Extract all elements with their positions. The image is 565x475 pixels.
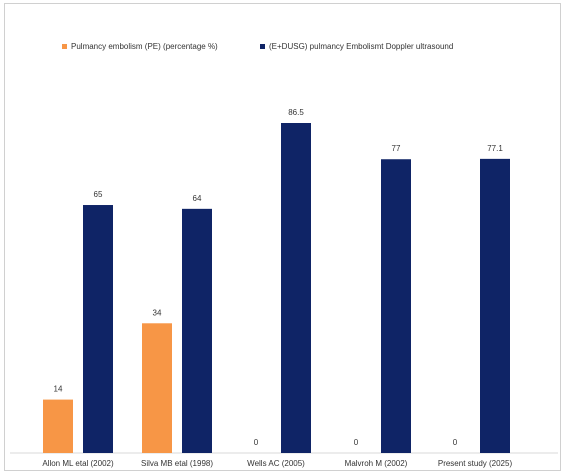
legend-swatch-pe	[62, 44, 67, 49]
value-label-series1-4: 0	[354, 438, 359, 447]
legend: Pulmancy embolism (PE) (percentage %) (E…	[62, 42, 453, 51]
value-label-series2-5: 77.1	[487, 144, 503, 153]
bar-series1-1	[43, 399, 73, 453]
bar-series2-1	[83, 205, 113, 453]
category-label-2: Silva MB etal (1998)	[141, 459, 213, 468]
value-label-series2-3: 86.5	[288, 108, 304, 117]
category-labels-group: Allon ML etal (2002) Silva MB etal (1998)…	[42, 459, 512, 468]
bars-group	[43, 123, 510, 453]
value-label-series1-2: 34	[153, 308, 162, 317]
category-label-3: Wells AC (2005)	[247, 459, 305, 468]
legend-label-dusg: (E+DUSG) pulmancy Embolismt Doppler ultr…	[269, 42, 453, 51]
legend-swatch-dusg	[260, 44, 265, 49]
legend-label-pe: Pulmancy embolism (PE) (percentage %)	[71, 42, 218, 51]
category-label-1: Allon ML etal (2002)	[42, 459, 114, 468]
category-label-5: Present study (2025)	[438, 459, 513, 468]
bar-series2-5	[480, 158, 510, 453]
value-label-series2-4: 77	[392, 144, 401, 153]
bar-series2-3	[281, 123, 311, 453]
category-label-4: Malvroh M (2002)	[345, 459, 408, 468]
value-labels-group: 14 65 34 64 0 86.5 0 77 0 77.1	[54, 108, 504, 447]
value-label-series2-1: 65	[94, 190, 103, 199]
value-label-series1-1: 14	[54, 385, 63, 394]
value-label-series2-2: 64	[193, 194, 202, 203]
value-label-series1-5: 0	[453, 438, 458, 447]
bar-series1-2	[142, 323, 172, 453]
value-label-series1-3: 0	[254, 438, 259, 447]
bar-series2-4	[381, 159, 411, 453]
bar-series2-2	[182, 208, 212, 453]
